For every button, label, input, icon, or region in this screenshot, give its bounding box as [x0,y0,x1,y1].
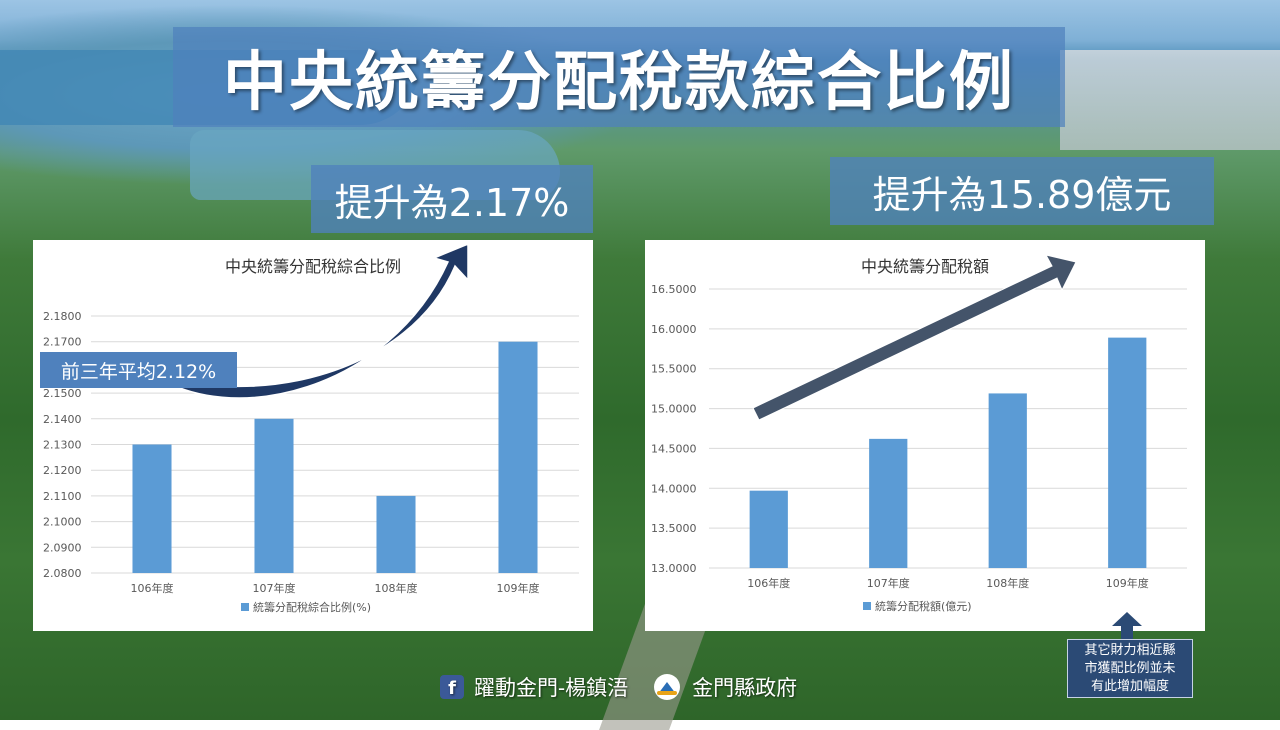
legend-label: 統籌分配稅綜合比例(%) [253,600,371,614]
legend-label: 統籌分配稅額(億元) [875,599,972,613]
y-tick-label: 2.0900 [43,541,82,554]
x-tick-label: 109年度 [497,581,540,595]
y-tick-label: 2.1400 [43,413,82,426]
bar [254,418,294,573]
y-tick-label: 13.5000 [651,522,697,535]
bar [132,444,172,573]
legend-swatch [863,602,871,610]
chart-panel-ratio: 中央統籌分配稅綜合比例 2.0800 2.0900 2.1000 2.1100 2.120… [33,240,593,631]
x-tick-label: 108年度 [375,581,418,595]
y-tick-label: 2.1200 [43,464,82,477]
bar [376,495,416,573]
x-tick-label: 106年度 [747,576,790,590]
facebook-icon: f [440,675,464,699]
y-tick-label: 2.1300 [43,439,82,452]
footer-fb-page: 躍動金門-楊鎮浯 [474,676,629,700]
y-tick-label: 2.1000 [43,516,82,529]
x-tick-label: 106年度 [131,581,174,595]
y-tick-label: 14.5000 [651,442,697,455]
slide-title: 中央統籌分配稅款綜合比例 [223,46,1015,120]
title-box: 中央統籌分配稅款綜合比例 [173,27,1065,127]
government-logo-icon [654,674,681,700]
y-tick-label: 2.1500 [43,387,82,400]
bar [869,438,908,568]
x-tick-label: 108年度 [986,576,1029,590]
callout-ratio: 提升為2.17% [311,165,593,233]
chart-panel-amount: 中央統籌分配稅額 13.0000 13.5000 14.0000 14.5000 15.0… [645,240,1205,631]
bar [749,490,788,568]
chart-amount: 中央統籌分配稅額 13.0000 13.5000 14.0000 14.5000 15.0… [651,257,1187,613]
y-tick-label: 13.0000 [651,562,697,575]
y-tick-label: 2.1700 [43,336,82,349]
y-tick-label: 16.0000 [651,323,697,336]
footer: f 躍動金門-楊鎮浯 金門縣政府 [440,672,797,702]
callout-average: 前三年平均2.12% [40,352,237,388]
city-skyline [1060,50,1280,150]
chart-title: 中央統籌分配稅綜合比例 [225,257,401,276]
bar [498,341,538,573]
note-up-arrow [1112,612,1142,642]
y-tick-label: 2.1800 [43,310,82,323]
y-tick-label: 14.0000 [651,482,697,495]
x-tick-label: 109年度 [1106,576,1149,590]
bar [1108,337,1147,568]
x-tick-label: 107年度 [253,581,296,595]
x-tick-label: 107年度 [867,576,910,590]
bar [988,393,1027,568]
callout-amount: 提升為15.89億元 [830,157,1214,225]
y-tick-label: 16.5000 [651,283,697,296]
legend-swatch [241,603,249,611]
y-tick-label: 2.0800 [43,567,82,580]
y-tick-label: 2.1100 [43,490,82,503]
chart-ratio: 中央統籌分配稅綜合比例 2.0800 2.0900 2.1000 2.1100 2.120… [43,257,579,614]
comparison-note: 其它財力相近縣 市獲配比例並未 有此增加幅度 [1067,639,1193,698]
chart-title: 中央統籌分配稅額 [861,257,989,276]
footer-government: 金門縣政府 [692,676,798,700]
y-tick-label: 15.0000 [651,403,697,416]
y-tick-label: 15.5000 [651,363,697,376]
